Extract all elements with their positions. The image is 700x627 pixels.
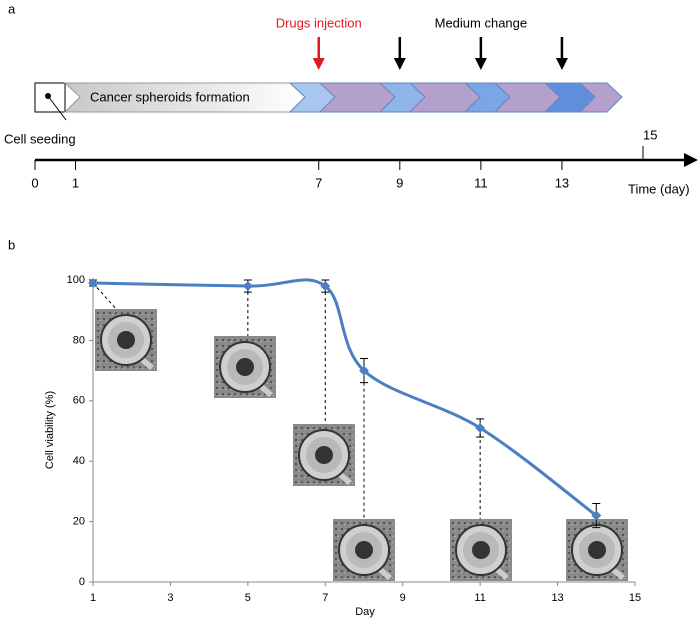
time-tick-label: 0 xyxy=(31,175,38,190)
x-tick-label: 3 xyxy=(167,592,173,604)
axis-arrowhead xyxy=(684,153,698,167)
seed-pointer xyxy=(47,95,67,121)
y-tick-label: 60 xyxy=(73,395,85,407)
medium-arrow-head xyxy=(393,58,406,70)
micrograph xyxy=(332,518,396,582)
micrograph xyxy=(94,308,158,372)
x-tick-label: 15 xyxy=(629,592,641,604)
y-tick-label: 20 xyxy=(73,516,85,528)
micrograph xyxy=(565,518,629,582)
y-tick-label: 100 xyxy=(67,274,85,286)
time-tick-label: 13 xyxy=(555,175,569,190)
y-tick-label: 0 xyxy=(79,576,85,588)
time-tick-label: 11 xyxy=(474,175,488,190)
x-tick-label: 1 xyxy=(90,592,96,604)
treatment-chevrons xyxy=(288,82,623,113)
time-axis-label: Time (day) xyxy=(628,181,690,196)
micrograph xyxy=(292,423,356,487)
time-tick-label: 15 xyxy=(643,127,657,142)
x-tick-label: 13 xyxy=(551,592,563,604)
drug-label: Drugs injection xyxy=(276,15,362,30)
point xyxy=(591,510,602,521)
drug-arrow-head xyxy=(312,58,325,70)
y-tick-label: 40 xyxy=(73,455,85,467)
connector xyxy=(92,282,127,321)
micrograph xyxy=(449,518,513,582)
medium-arrow-head xyxy=(555,58,568,70)
x-tick-label: 7 xyxy=(322,592,328,604)
x-tick-label: 9 xyxy=(400,592,406,604)
y-tick-label: 80 xyxy=(73,334,85,346)
panel-label: b xyxy=(8,237,15,252)
micrograph xyxy=(213,335,277,399)
x-tick-label: 5 xyxy=(245,592,251,604)
medium-label: Medium change xyxy=(435,15,528,30)
panel-label: a xyxy=(8,1,16,16)
medium-arrow-head xyxy=(474,58,487,70)
point xyxy=(320,281,331,291)
point xyxy=(475,423,486,433)
time-tick-label: 1 xyxy=(72,175,79,190)
seeding-label: Cell seeding xyxy=(4,131,76,146)
viability-line xyxy=(92,278,598,517)
x-tick-label: 11 xyxy=(474,592,485,604)
y-axis-label: Cell viability (%) xyxy=(44,391,56,469)
x-axis-label: Day xyxy=(355,606,375,618)
time-tick-label: 9 xyxy=(396,175,403,190)
time-tick-label: 7 xyxy=(315,175,322,190)
phase-label: Cancer spheroids formation xyxy=(90,89,250,104)
point xyxy=(359,365,369,376)
point xyxy=(242,281,253,291)
